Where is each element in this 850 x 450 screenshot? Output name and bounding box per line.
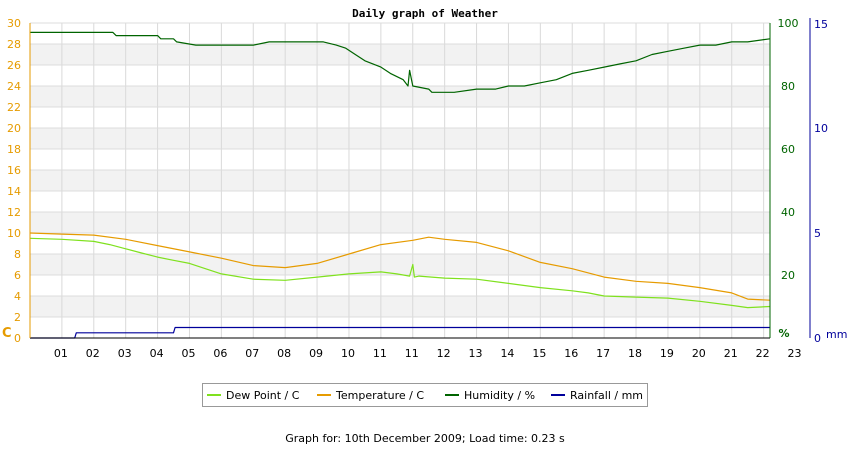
temperature-swatch	[317, 394, 331, 396]
grid-band	[30, 254, 770, 275]
left-axis-tick-label: 14	[7, 185, 21, 198]
humidity-axis-tick-label: 100	[778, 17, 799, 30]
x-axis-tick-label: 09	[309, 347, 323, 360]
x-axis-tick-label: 15	[532, 347, 546, 360]
x-axis-tick-label: 03	[118, 347, 132, 360]
humidity-line	[30, 31, 771, 93]
x-axis-tick-label: 16	[564, 347, 578, 360]
humidity-axis-tick-label: 60	[781, 143, 795, 156]
left-axis-tick-label: 6	[14, 269, 21, 282]
x-axis-tick-label: 02	[86, 347, 100, 360]
legend-label-temperature: Temperature / C	[336, 389, 425, 402]
grid-band	[30, 170, 770, 191]
x-axis-tick-label: 12	[437, 347, 451, 360]
grid-band	[30, 86, 770, 107]
left-axis-tick-label: 12	[7, 206, 21, 219]
left-axis-tick-label: 2	[14, 311, 21, 324]
left-axis-tick-label: 24	[7, 80, 21, 93]
legend-item-rainfall: Rainfall / mm	[551, 389, 643, 402]
grid-band	[30, 296, 770, 317]
rain-axis-tick-label: 15	[814, 18, 828, 31]
legend-item-dew-point: Dew Point / C	[207, 389, 299, 402]
left-axis-tick-label: 4	[14, 290, 21, 303]
left-axis-tick-label: 26	[7, 59, 21, 72]
grid-band	[30, 44, 770, 65]
x-axis-tick-label: 23	[788, 347, 802, 360]
grid-band	[30, 212, 770, 233]
rain-axis-unit-label: mm	[826, 328, 847, 341]
x-axis-tick-label: 07	[245, 347, 259, 360]
chart-footer: Graph for: 10th December 2009; Load time…	[285, 432, 565, 445]
x-axis-tick-label: 18	[628, 347, 642, 360]
x-axis-tick-label: 11	[405, 347, 419, 360]
left-axis-tick-label: 28	[7, 38, 21, 51]
left-axis-tick-label: 20	[7, 122, 21, 135]
dew-point-line	[29, 237, 771, 309]
left-axis-tick-label: 18	[7, 143, 21, 156]
x-axis-tick-label: 11	[373, 347, 387, 360]
left-axis-tick-label: 10	[7, 227, 21, 240]
legend-label-rainfall: Rainfall / mm	[570, 389, 644, 402]
chart-legend: Dew Point / C Temperature / C Humidity /…	[202, 383, 648, 407]
left-axis-tick-label: 22	[7, 101, 21, 114]
left-axis-unit-label: C	[2, 326, 12, 341]
rain-axis-tick-label: 10	[814, 122, 828, 135]
left-axis-tick-label: 30	[7, 17, 21, 30]
x-axis-tick-label: 06	[213, 347, 227, 360]
humidity-axis-tick-label: 80	[781, 80, 795, 93]
x-axis-tick-label: 19	[660, 347, 674, 360]
legend-label-humidity: Humidity / %	[464, 389, 536, 402]
x-axis-tick-label: 17	[596, 347, 610, 360]
chart-title: Daily graph of Weather	[352, 7, 498, 20]
left-axis-tick-label: 8	[14, 248, 21, 261]
dew-point-swatch	[207, 394, 221, 396]
rain-axis-tick-label: 5	[814, 227, 821, 240]
humidity-swatch	[445, 394, 459, 396]
left-axis-tick-label: 16	[7, 164, 21, 177]
legend-item-humidity: Humidity / %	[445, 389, 535, 402]
humidity-axis-tick-label: 40	[781, 206, 795, 219]
humidity-axis-tick-label: 20	[781, 269, 795, 282]
humidity-axis-unit-label: %	[778, 327, 789, 340]
temperature-line	[29, 232, 771, 301]
rain-axis-tick-label: 0	[814, 332, 821, 345]
x-axis-tick-label: 08	[277, 347, 291, 360]
x-axis-tick-label: 13	[469, 347, 483, 360]
x-axis-tick-label: 14	[500, 347, 514, 360]
x-axis-tick-label: 10	[341, 347, 355, 360]
grid-band	[30, 128, 770, 149]
x-axis-tick-label: 01	[54, 347, 68, 360]
rainfall-swatch	[551, 394, 565, 396]
x-axis-tick-label: 20	[692, 347, 706, 360]
legend-label-dew-point: Dew Point / C	[226, 389, 300, 402]
x-axis-tick-label: 05	[181, 347, 195, 360]
x-axis-tick-label: 21	[724, 347, 738, 360]
left-axis-tick-label: 0	[14, 332, 21, 345]
weather-chart: Daily graph of Weather024681012141618202…	[2, 7, 847, 360]
legend-item-temperature: Temperature / C	[317, 389, 424, 402]
x-axis-tick-label: 22	[756, 347, 770, 360]
x-axis-tick-label: 04	[150, 347, 164, 360]
